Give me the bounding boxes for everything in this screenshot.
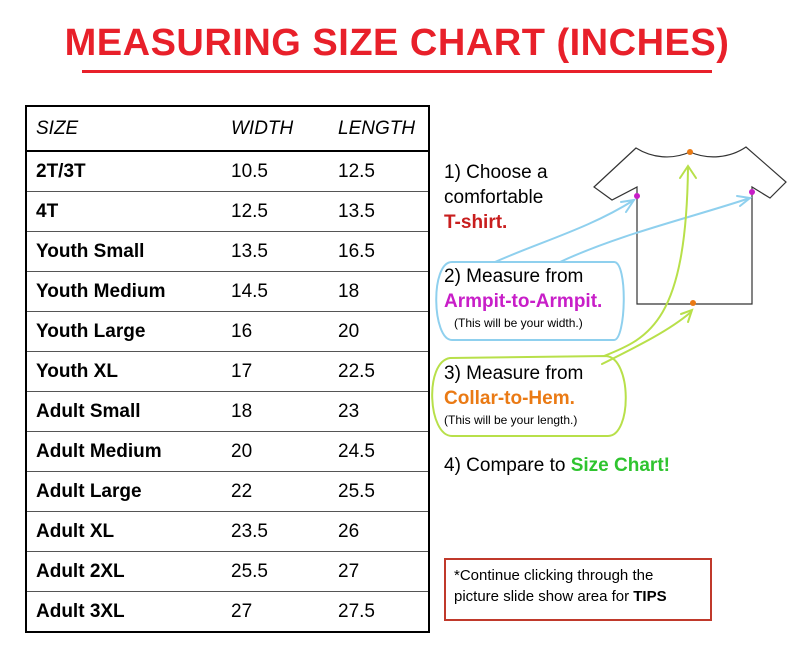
width-cell: 17: [222, 351, 329, 392]
length-cell: 16.5: [329, 231, 429, 272]
width-cell: 18: [222, 391, 329, 432]
tip-bold: TIPS: [633, 588, 667, 605]
table-row: Adult 2XL 25.5 27: [26, 551, 429, 592]
size-cell: Youth Small: [26, 231, 222, 272]
step-4-line1: 4) Compare to: [444, 455, 566, 476]
step-4: 4) Compare to Size Chart!: [444, 453, 670, 478]
size-chart-table: SIZE WIDTH LENGTH 2T/3T 10.5 12.5 4T 12.5 13…: [25, 105, 430, 633]
step-3-note: (This will be your length.): [444, 413, 578, 427]
table-row: Adult Small 18 23: [26, 391, 429, 432]
size-cell: 2T/3T: [26, 150, 222, 192]
size-cell: Adult 3XL: [26, 591, 222, 632]
header-size: SIZE: [26, 105, 222, 152]
step-2-line1: 2) Measure from: [444, 266, 584, 287]
step-2: 2) Measure from Armpit-to-Armpit. (This …: [444, 264, 602, 332]
length-cell: 27: [329, 551, 429, 592]
header-width: WIDTH: [222, 105, 329, 152]
width-cell: 25.5: [222, 551, 329, 592]
table-row: Adult XL 23.5 26: [26, 511, 429, 552]
step-1-line1: 1) Choose a: [444, 162, 548, 183]
length-cell: 27.5: [329, 591, 429, 632]
width-cell: 10.5: [222, 150, 329, 192]
table-row: 4T 12.5 13.5: [26, 191, 429, 232]
blue-annotation: [435, 195, 753, 341]
length-cell: 26: [329, 511, 429, 552]
table-row: Adult 3XL 27 27.5: [26, 591, 429, 632]
size-cell: Adult Medium: [26, 431, 222, 472]
width-cell: 14.5: [222, 271, 329, 312]
length-cell: 20: [329, 311, 429, 352]
size-cell: Youth XL: [26, 351, 222, 392]
header-length: LENGTH: [329, 105, 429, 152]
length-cell: 12.5: [329, 150, 429, 192]
step-4-highlight: Size Chart!: [570, 455, 670, 476]
size-cell: Adult Large: [26, 471, 222, 512]
green-annotation: [431, 164, 697, 437]
size-cell: Youth Large: [26, 311, 222, 352]
title-underline: [82, 70, 712, 73]
table-row: Youth XL 17 22.5: [26, 351, 429, 392]
step-2-highlight: Armpit-to-Armpit.: [444, 291, 603, 312]
width-cell: 12.5: [222, 191, 329, 232]
table-header-row: SIZE WIDTH LENGTH: [26, 105, 429, 152]
table-row: Youth Large 16 20: [26, 311, 429, 352]
width-cell: 13.5: [222, 231, 329, 272]
tip-box: *Continue clicking through the picture s…: [444, 558, 712, 621]
step-1: 1) Choose a comfortable T-shirt.: [444, 160, 548, 235]
size-cell: Adult 2XL: [26, 551, 222, 592]
length-cell: 24.5: [329, 431, 429, 472]
width-cell: 27: [222, 591, 329, 632]
table-row: Youth Medium 14.5 18: [26, 271, 429, 312]
step-1-highlight: T-shirt.: [444, 212, 508, 233]
collar-point-icon: [687, 149, 693, 155]
size-cell: Adult Small: [26, 391, 222, 432]
table-row: 2T/3T 10.5 12.5: [26, 150, 429, 192]
step-3: 3) Measure from Collar-to-Hem. (This wil…: [444, 361, 583, 429]
size-cell: Youth Medium: [26, 271, 222, 312]
length-cell: 18: [329, 271, 429, 312]
hem-point-icon: [690, 300, 696, 306]
tshirt-icon: [593, 146, 787, 305]
width-cell: 22: [222, 471, 329, 512]
length-cell: 23: [329, 391, 429, 432]
width-cell: 20: [222, 431, 329, 472]
table-row: Adult Medium 20 24.5: [26, 431, 429, 472]
right-armpit-point-icon: [749, 189, 755, 195]
step-3-highlight: Collar-to-Hem.: [444, 388, 575, 409]
length-cell: 13.5: [329, 191, 429, 232]
table-row: Adult Large 22 25.5: [26, 471, 429, 512]
step-2-note: (This will be your width.): [454, 316, 583, 330]
size-cell: Adult XL: [26, 511, 222, 552]
length-cell: 25.5: [329, 471, 429, 512]
left-armpit-point-icon: [634, 193, 640, 199]
length-cell: 22.5: [329, 351, 429, 392]
tip-text: *Continue clicking through the picture s…: [454, 567, 654, 605]
width-cell: 16: [222, 311, 329, 352]
width-cell: 23.5: [222, 511, 329, 552]
size-cell: 4T: [26, 191, 222, 232]
step-3-line1: 3) Measure from: [444, 363, 584, 384]
table-row: Youth Small 13.5 16.5: [26, 231, 429, 272]
step-1-line2: comfortable: [444, 187, 544, 208]
page-title: MEASURING SIZE CHART (INCHES): [64, 22, 730, 64]
